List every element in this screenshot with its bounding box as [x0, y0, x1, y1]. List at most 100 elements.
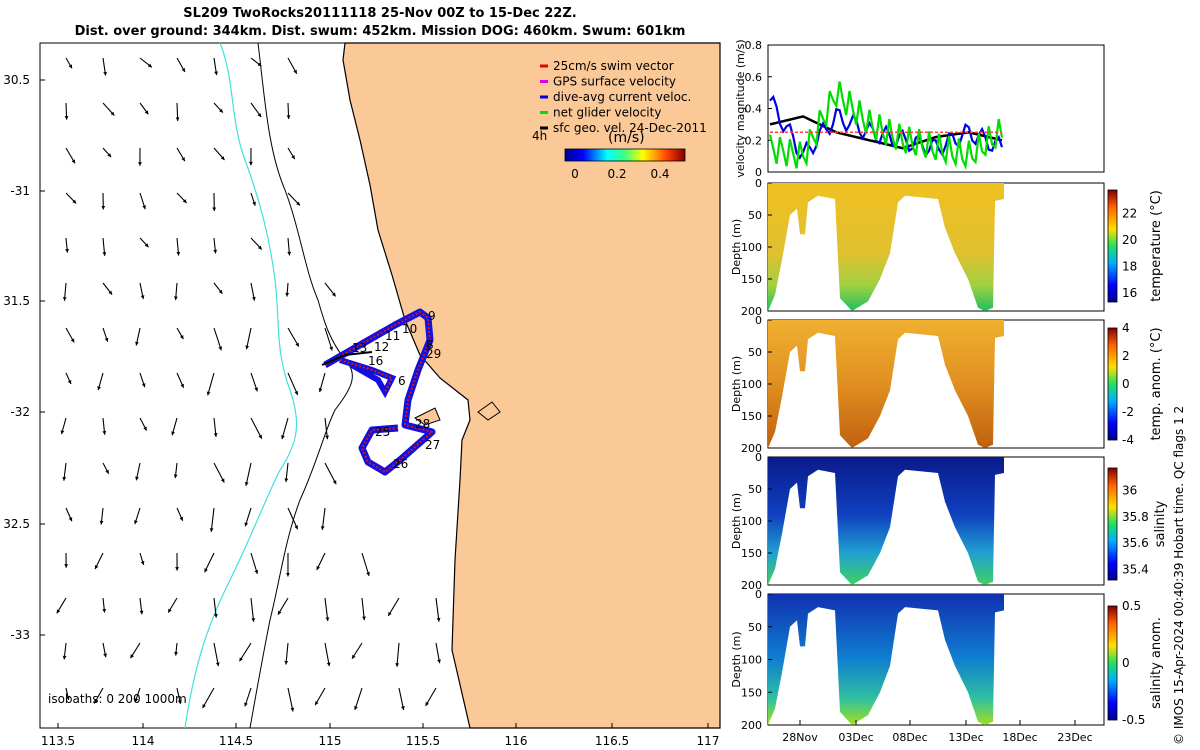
colorbar-tick-label: 2 — [1122, 349, 1130, 363]
depth-ylabel: Depth (m) — [730, 493, 743, 549]
vector-arrow — [213, 642, 219, 667]
map-xtick-label: 117 — [697, 734, 720, 748]
map-axes: 113.5 114 114.5 115 115.5 116 116.5 11730.5-313… — [3, 73, 719, 748]
vector-arrowhead — [277, 610, 282, 615]
vector-arrowhead — [325, 435, 329, 440]
vector-arrowhead — [130, 654, 134, 659]
vector-arrowhead — [97, 386, 101, 391]
vector-arrowhead — [202, 704, 206, 709]
speed-colorbar — [564, 148, 686, 162]
colorbar-tick-label: -4 — [1122, 433, 1134, 447]
vector-arrowhead — [239, 657, 243, 662]
colorbar-tick-label: 35.4 — [1122, 562, 1149, 576]
depth-ytick-label: 150 — [741, 547, 762, 560]
vector-arrowhead — [102, 252, 107, 256]
colorbar-tick-label: 22 — [1122, 207, 1137, 221]
vector-arrowhead — [144, 243, 149, 248]
vector-arrowhead — [62, 655, 67, 660]
depth-ytick-label: 200 — [741, 305, 762, 318]
map-ytick-label: -33 — [10, 628, 30, 642]
time-xtick-label: 28Nov — [782, 731, 818, 744]
depth-colorbar — [1107, 189, 1118, 303]
land-mass — [342, 42, 721, 729]
depth-ytick-label: 50 — [748, 483, 762, 496]
vector-arrowhead — [174, 651, 178, 656]
vector-arrowhead — [219, 108, 223, 113]
vector-arrowhead — [177, 700, 182, 704]
vector-arrowhead — [168, 608, 172, 613]
map-xtick-label: 116.5 — [595, 734, 629, 748]
colorbar-tick-label: 0.5 — [1122, 599, 1141, 613]
map-xtick-label: 114.5 — [219, 734, 253, 748]
map-xtick-label: 113.5 — [41, 734, 75, 748]
vector-arrowhead — [179, 516, 184, 521]
vector-arrowhead — [103, 71, 107, 76]
depth-colorbar — [1107, 467, 1118, 581]
vector-arrow — [210, 507, 215, 532]
vector-arrowhead — [331, 292, 336, 297]
vector-arrowhead — [134, 520, 138, 525]
vector-arrow — [324, 597, 329, 622]
colorbar-tick-label: 35.8 — [1122, 510, 1149, 524]
vector-arrow — [324, 462, 337, 485]
vector-arrowhead — [176, 251, 181, 256]
figure-title-line2: Dist. over ground: 344km. Dist. swum: 45… — [74, 24, 686, 39]
vector-arrowhead — [175, 567, 179, 571]
map-ytick-label: 31.5 — [3, 294, 30, 308]
day-label: 25 — [375, 425, 390, 439]
vector-arrowhead — [284, 478, 289, 483]
isobath-label: isobaths: 0 200 1000m — [48, 692, 187, 706]
vector-arrowhead — [71, 159, 76, 164]
day-label: 29 — [426, 347, 441, 361]
vector-arrow — [250, 552, 258, 575]
vector-arrowhead — [291, 155, 295, 160]
vector-arrowhead — [206, 391, 211, 396]
map-xtick-label: 115 — [319, 734, 342, 748]
depth-ytick-label: 150 — [741, 686, 762, 699]
vector-arrowhead — [147, 63, 152, 68]
vector-arrowhead — [142, 205, 146, 210]
vector-arrow — [281, 417, 289, 440]
vector-arrowhead — [354, 706, 358, 710]
vector-arrowhead — [173, 296, 178, 301]
vector-arrow — [287, 507, 299, 530]
vector-arrowhead — [249, 161, 253, 166]
vector-arrowhead — [105, 469, 109, 474]
colorbar-tick-label: 4 — [1122, 321, 1130, 335]
depth-section-fill — [768, 457, 1004, 585]
velocity-ytick-label: 0.2 — [745, 134, 763, 147]
vector-arrowhead — [294, 525, 298, 530]
day-label: 8 — [426, 338, 434, 352]
day-label: 10 — [402, 322, 417, 336]
velocity-ylabel: velocity magnitude (m/s) — [734, 39, 747, 177]
vector-arrowhead — [257, 245, 262, 250]
legend-label: dive-avg current veloc. — [553, 90, 691, 104]
vector-arrowhead — [332, 480, 337, 485]
vector-arrowhead — [181, 157, 185, 162]
vector-arrowhead — [257, 62, 262, 67]
isobath-1000m — [184, 42, 298, 729]
vector-arrowhead — [213, 433, 218, 437]
vector-arrowhead — [179, 335, 184, 340]
vector-arrow — [202, 687, 215, 709]
vector-arrowhead — [140, 295, 145, 300]
vector-arrowhead — [99, 520, 104, 525]
vector-arrowhead — [204, 568, 208, 573]
colorbar-tick-label: 0.4 — [650, 167, 669, 181]
colorbar-label: temperature (°C) — [1149, 190, 1164, 302]
vector-arrowhead — [102, 431, 107, 435]
vector-arrow — [324, 417, 329, 440]
depth-section-fill — [768, 594, 1004, 725]
depth-ytick-label: 100 — [741, 378, 762, 391]
vector-arrowhead — [103, 653, 107, 658]
map-xtick-label: 115.5 — [406, 734, 440, 748]
colorbar-tick-label: 36 — [1122, 483, 1137, 497]
depth-ytick-label: 150 — [741, 273, 762, 286]
vector-arrowhead — [218, 289, 223, 294]
vector-arrowhead — [244, 702, 248, 707]
vector-arrowhead — [287, 251, 292, 256]
vector-arrow — [287, 327, 300, 347]
vector-arrowhead — [284, 660, 289, 665]
